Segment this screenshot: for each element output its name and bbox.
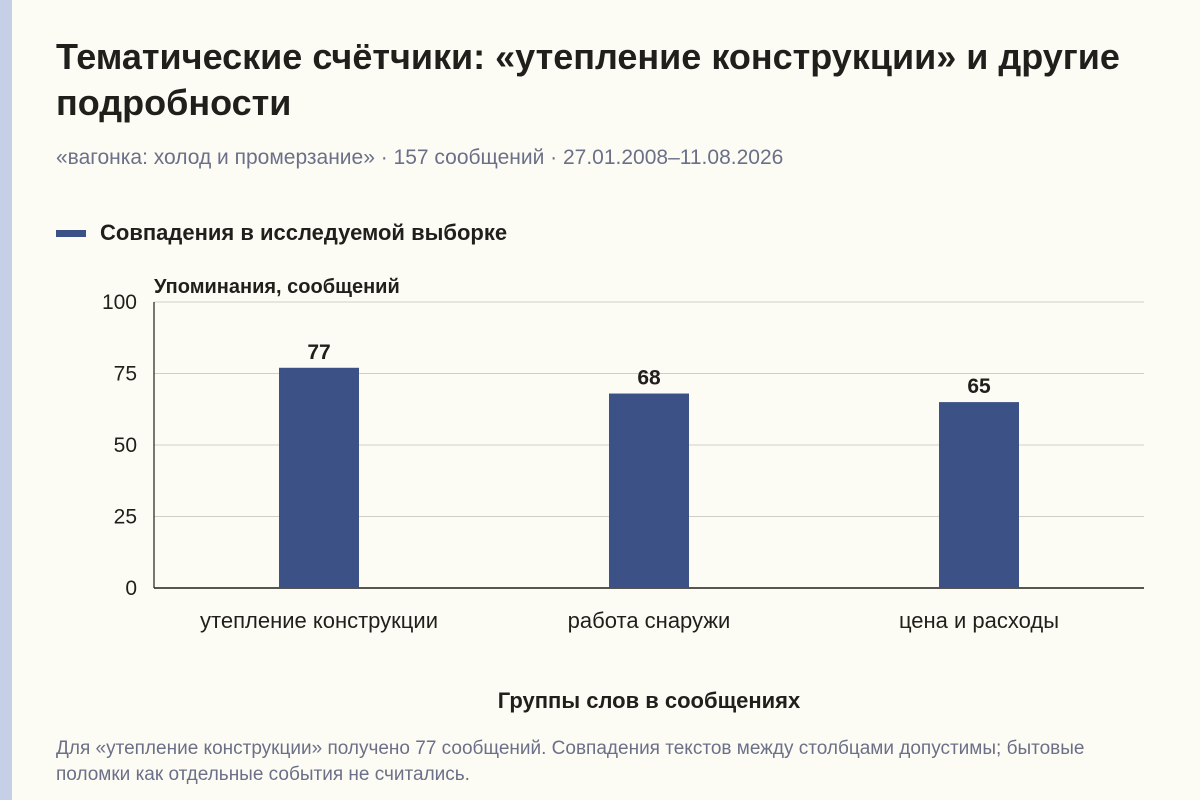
label-layer: 0 25 50 75 100 77 утепление конструкции 68 работ… — [102, 291, 1059, 633]
bar-layer — [279, 367, 1019, 588]
bar-value-label: 65 — [967, 375, 991, 398]
x-tick-label: цена и расходы — [899, 608, 1059, 633]
x-tick-label: утепление конструкции — [200, 608, 438, 633]
y-tick-label: 25 — [114, 506, 137, 529]
legend: Совпадения в исследуемой выборке — [56, 218, 507, 248]
bar — [939, 402, 1019, 588]
y-tick-label: 100 — [102, 291, 137, 314]
bar-value-label: 77 — [307, 341, 330, 364]
x-axis-label: Группы слов в сообщениях — [498, 688, 801, 713]
bar-chart: 0 25 50 75 100 77 утепление конструкции 68 работ… — [102, 276, 1144, 713]
bar-value-label: 68 — [637, 367, 661, 390]
y-tick-label: 50 — [114, 434, 137, 457]
bar — [609, 393, 689, 588]
legend-swatch — [56, 229, 86, 237]
legend-label: Совпадения в исследуемой выборке — [100, 220, 508, 245]
bar — [279, 367, 359, 588]
footnote: Для «утепление конструкции» получено 77 … — [56, 738, 1085, 785]
y-axis-label: Упоминания, сообщений — [154, 276, 400, 298]
chart-title: Тематические счётчики: «утепление констр… — [56, 36, 1120, 123]
x-tick-label: работа снаружи — [568, 608, 731, 633]
y-tick-label: 75 — [114, 363, 137, 386]
chart-subtitle: «вагонка: холод и промерзание» · 157 соо… — [56, 146, 784, 169]
accent-strip — [0, 0, 12, 800]
y-tick-label: 0 — [125, 577, 137, 600]
